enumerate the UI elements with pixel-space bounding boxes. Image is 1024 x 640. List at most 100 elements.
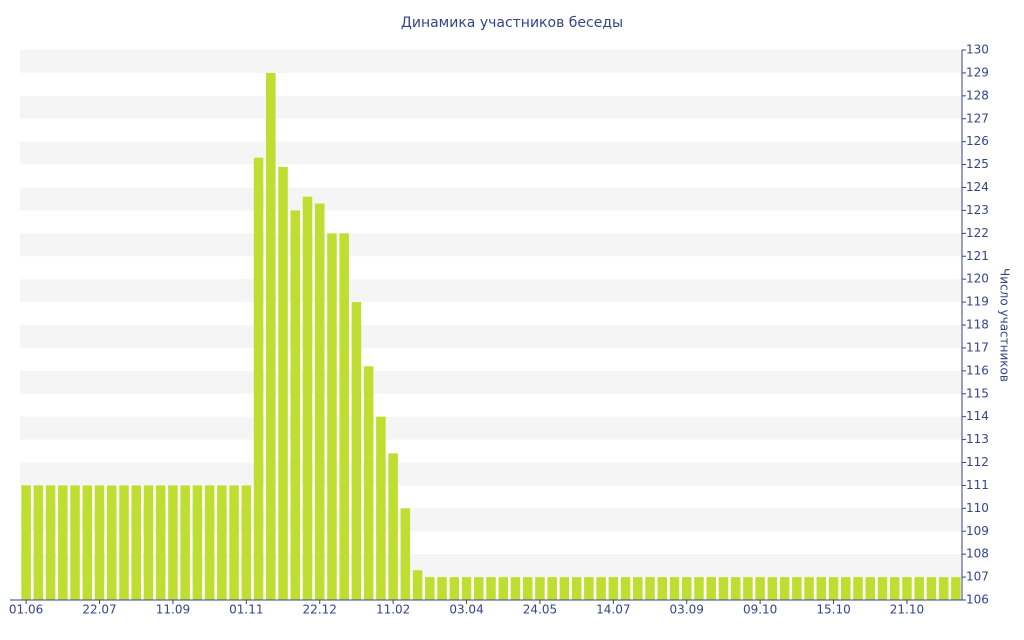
bar [192, 485, 203, 600]
bar [889, 577, 900, 600]
x-tick-label: 22.12 [303, 603, 337, 617]
bar [804, 577, 814, 600]
bar [926, 577, 937, 600]
bar [119, 485, 129, 600]
x-tick-label: 22.07 [82, 603, 116, 617]
x-tick-label: 11.02 [376, 603, 410, 617]
grid-band [20, 370, 962, 394]
y-tick-label: 110 [966, 501, 989, 515]
bar [412, 570, 423, 600]
bar [94, 485, 105, 600]
bar [816, 577, 827, 600]
bar [706, 577, 716, 600]
bar [143, 485, 154, 600]
y-tick-label: 114 [966, 409, 989, 423]
y-tick-label: 116 [966, 363, 989, 377]
bar [645, 577, 655, 600]
bar [902, 577, 912, 600]
bar [278, 166, 288, 600]
bar [327, 233, 337, 601]
bar [841, 577, 851, 600]
y-tick-label: 115 [966, 386, 989, 400]
y-tick-label: 129 [966, 65, 989, 79]
bar [486, 577, 496, 600]
bar [461, 577, 472, 600]
bar [82, 485, 93, 600]
y-tick-label: 128 [966, 88, 989, 102]
bar [718, 577, 729, 600]
y-tick-label: 109 [966, 524, 989, 538]
bar [180, 485, 190, 600]
chart-title: Динамика участников беседы [401, 15, 623, 31]
bar [877, 577, 888, 600]
bar [106, 485, 117, 600]
bar [853, 577, 863, 600]
bar [865, 577, 876, 600]
bar [253, 157, 264, 601]
bar [241, 485, 252, 600]
bar [217, 485, 227, 600]
bar [266, 72, 276, 600]
bar [400, 508, 411, 600]
bar [45, 485, 56, 600]
x-tick-label: 21.10 [890, 603, 924, 617]
bar [302, 196, 313, 600]
bar [669, 577, 680, 600]
bar [914, 577, 924, 600]
x-tick-label: 09.10 [743, 603, 777, 617]
bar [363, 366, 374, 600]
x-tick-label: 03.09 [670, 603, 704, 617]
bar [58, 485, 68, 600]
bar [376, 416, 386, 600]
y-tick-label: 130 [966, 43, 989, 57]
bar [425, 577, 435, 600]
bar [339, 233, 349, 601]
x-tick-label: 01.11 [229, 603, 263, 617]
grid-band [20, 141, 962, 165]
y-tick-label: 123 [966, 203, 989, 217]
grid-band [20, 233, 962, 257]
bar [229, 485, 239, 600]
y-tick-label: 122 [966, 226, 989, 240]
bar [437, 577, 447, 600]
bar [510, 577, 521, 600]
y-tick-label: 108 [966, 547, 989, 561]
bar [792, 577, 802, 600]
bar [535, 577, 545, 600]
bar [951, 577, 961, 600]
bar [547, 577, 557, 600]
y-tick-label: 111 [966, 478, 989, 492]
bar [620, 577, 631, 600]
bar [743, 577, 753, 600]
x-tick-label: 11.09 [156, 603, 190, 617]
bar [351, 302, 362, 600]
bar [21, 485, 31, 600]
bar [828, 577, 839, 600]
y-tick-label: 118 [966, 318, 989, 332]
bar [473, 577, 484, 600]
grid-band [20, 187, 962, 211]
grid-band [20, 462, 962, 486]
y-tick-label: 125 [966, 157, 989, 171]
bar [498, 577, 509, 600]
y-tick-label: 127 [966, 111, 989, 125]
bar [559, 577, 570, 600]
bar [131, 485, 141, 600]
bar [70, 485, 80, 600]
bar [767, 577, 778, 600]
x-tick-label: 24.05 [523, 603, 557, 617]
y-tick-label: 117 [966, 340, 989, 354]
bar [388, 453, 398, 600]
y-tick-label: 106 [966, 593, 989, 607]
y-tick-label: 119 [966, 295, 989, 309]
grid-band [20, 325, 962, 348]
x-tick-label: 15.10 [816, 603, 850, 617]
bar [155, 485, 166, 600]
bar [314, 203, 325, 600]
bar [779, 577, 790, 600]
bar [938, 577, 949, 600]
bar [694, 577, 704, 600]
bar [730, 577, 741, 600]
bar [755, 577, 765, 600]
